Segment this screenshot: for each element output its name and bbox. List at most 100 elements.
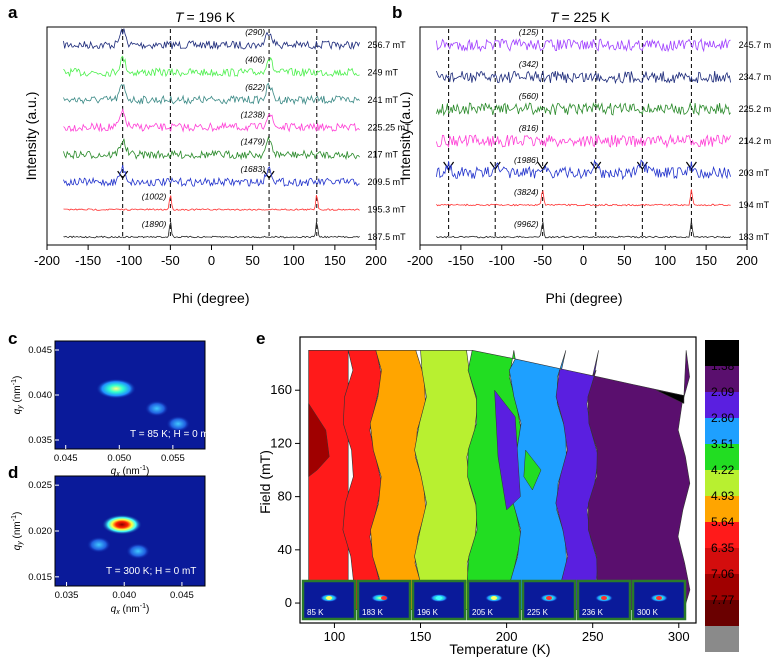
e-region-1 [342, 350, 383, 610]
b-xtick-label-7: 150 [695, 253, 717, 268]
b-xtick-label-1: -150 [448, 253, 474, 268]
b-trace-0 [436, 38, 731, 53]
e-colorbar-label-3: 3.51 [711, 437, 735, 451]
panel-b-title-value: = 225 K [561, 9, 610, 25]
d-xtick-label-2: 0.045 [170, 590, 194, 601]
panel-a-dashed-lines [117, 29, 318, 237]
panel-c: T = 85 K; H = 0 mT 0.045 0.050 0.0550.0450… [11, 340, 215, 478]
e-colorbar-cell-1 [705, 366, 739, 392]
a-xtick-label-2: -100 [116, 253, 142, 268]
e-colorbar-cell-7 [705, 522, 739, 548]
panel-c-ticks: 0.045 0.050 0.055 0.045 0.040 0.035 [28, 345, 185, 464]
c-spot-0 [96, 378, 137, 399]
panel-b-ylabel: Intensity (a.u.) [397, 92, 413, 181]
panel-c-spots [96, 378, 191, 432]
panel-e-insets: 85 K 183 K 196 K 205 K 225 K 236 K 300 K [301, 579, 687, 621]
a-peak-label-7: (1890) [142, 219, 167, 229]
e-inset-core-5 [601, 596, 607, 600]
b-xtick-label-2: -100 [489, 253, 515, 268]
panel-d: T = 300 K; H = 0 mT 0.035 0.040 0.045 0.025… [11, 475, 206, 616]
panel-b-dashed-lines [443, 29, 697, 237]
b-trace-label-4: 203 mT [739, 168, 770, 178]
a-xtick-label-3: -50 [161, 253, 180, 268]
a-trace-label-2: 241 mT [368, 95, 399, 105]
e-colorbar-cell-3 [705, 418, 739, 444]
a-arrow-0 [117, 170, 129, 180]
e-xtick-label-0: 100 [324, 629, 346, 644]
panel-a-title-var: T [175, 9, 185, 25]
panel-d-annotation: T = 300 K; H = 0 mT [106, 566, 196, 577]
b-trace-5 [436, 189, 731, 207]
panel-e-ticks: 100 150 200 250 300 0 40 80 120 160 [270, 382, 689, 644]
c-ytick-label-0: 0.045 [28, 345, 52, 356]
d-ytick-label-2: 0.015 [28, 572, 52, 583]
e-island-purple [494, 389, 521, 511]
panel-a-title: T = 196 K [175, 9, 236, 25]
e-island-green [523, 449, 542, 491]
a-trace-4 [63, 136, 360, 161]
b-xtick-label-5: 50 [617, 253, 631, 268]
a-trace-label-5: 209.5 mT [368, 177, 407, 187]
panel-e-ylabel: Field (mT) [257, 450, 273, 514]
a-peak-label-3: (1238) [240, 109, 265, 119]
b-trace-label-3: 214.2 mT [739, 136, 771, 146]
panel-e-xlabel: Temperature (K) [449, 641, 550, 657]
b-trace-4 [436, 159, 731, 181]
b-arrow-1 [489, 161, 501, 171]
a-trace-2 [63, 82, 360, 106]
a-trace-3 [63, 107, 360, 133]
panel-b-title-var: T [550, 9, 560, 25]
e-inset-core-1 [381, 596, 387, 600]
a-trace-label-4: 217 mT [368, 150, 399, 160]
b-trace-2 [436, 101, 731, 117]
b-trace-label-5: 194 mT [739, 200, 770, 210]
e-colorbar-label-0: 1.38 [711, 359, 735, 373]
e-ytick-label-4: 160 [270, 382, 292, 397]
b-trace-label-6: 183 mT [739, 232, 770, 242]
e-inset-label-0: 85 K [307, 608, 324, 617]
b-xtick-label-8: 200 [736, 253, 758, 268]
a-trace-5 [63, 164, 360, 187]
e-colorbar-label-2: 2.80 [711, 411, 735, 425]
e-colorbar-cell-0 [705, 340, 739, 366]
c-spot-1 [144, 400, 169, 417]
d-spot-2 [86, 536, 111, 553]
b-peak-label-0: (125) [519, 27, 539, 37]
a-arrow-1 [263, 170, 275, 180]
a-trace-7 [63, 221, 360, 239]
c-ytick-label-2: 0.035 [28, 435, 52, 446]
e-colorbar-label-4: 4.22 [711, 463, 735, 477]
panel-a: T = 196 K 256.7 mT (290) 249 mT (406) 241 mT (… [23, 9, 411, 306]
b-xtick-label-3: -50 [533, 253, 552, 268]
panel-e: 85 K 183 K 196 K 205 K 225 K 236 K 300 K 100 15… [257, 336, 739, 657]
c-ytick-label-1: 0.040 [28, 390, 52, 401]
b-peak-label-5: (3824) [514, 187, 539, 197]
a-peak-label-1: (406) [245, 54, 265, 64]
panel-a-frame [46, 26, 377, 246]
e-colorbar-label-6: 5.64 [711, 515, 735, 529]
e-inset-core-4 [546, 596, 552, 600]
panel-label-c: c [8, 329, 17, 348]
a-trace-label-0: 256.7 mT [368, 40, 407, 50]
e-region-darkred [308, 402, 330, 478]
e-xtick-label-2: 200 [496, 629, 518, 644]
panel-b-title: T = 225 K [550, 9, 611, 25]
b-peak-label-3: (816) [519, 123, 539, 133]
e-ytick-label-2: 80 [278, 489, 292, 504]
e-colorbar-label-5: 4.93 [711, 489, 735, 503]
e-inset-3 [466, 579, 522, 621]
b-xtick-label-0: -200 [407, 253, 433, 268]
e-colorbar-cell-9 [705, 574, 739, 600]
a-trace-label-1: 249 mT [368, 67, 399, 77]
panel-b: T= 225 K 245.7 mT (125) 234.7 mT (342) 225.2… [397, 9, 771, 306]
a-xtick-label-4: 0 [208, 253, 215, 268]
a-peak-label-6: (1002) [142, 192, 167, 202]
e-inset-core-3 [491, 596, 497, 600]
b-xtick-label-6: 100 [654, 253, 676, 268]
panel-e-colorbar: 1.38 2.09 2.80 3.51 4.22 4.93 5.64 6.35 7.06 7.77 [705, 340, 739, 652]
c-xtick-label-0: 0.045 [54, 453, 78, 464]
b-trace-label-1: 234.7 mT [739, 72, 771, 82]
b-peak-label-2: (560) [519, 91, 539, 101]
b-peak-label-4: (1986) [514, 155, 539, 165]
d-xtick-label-0: 0.035 [55, 590, 79, 601]
